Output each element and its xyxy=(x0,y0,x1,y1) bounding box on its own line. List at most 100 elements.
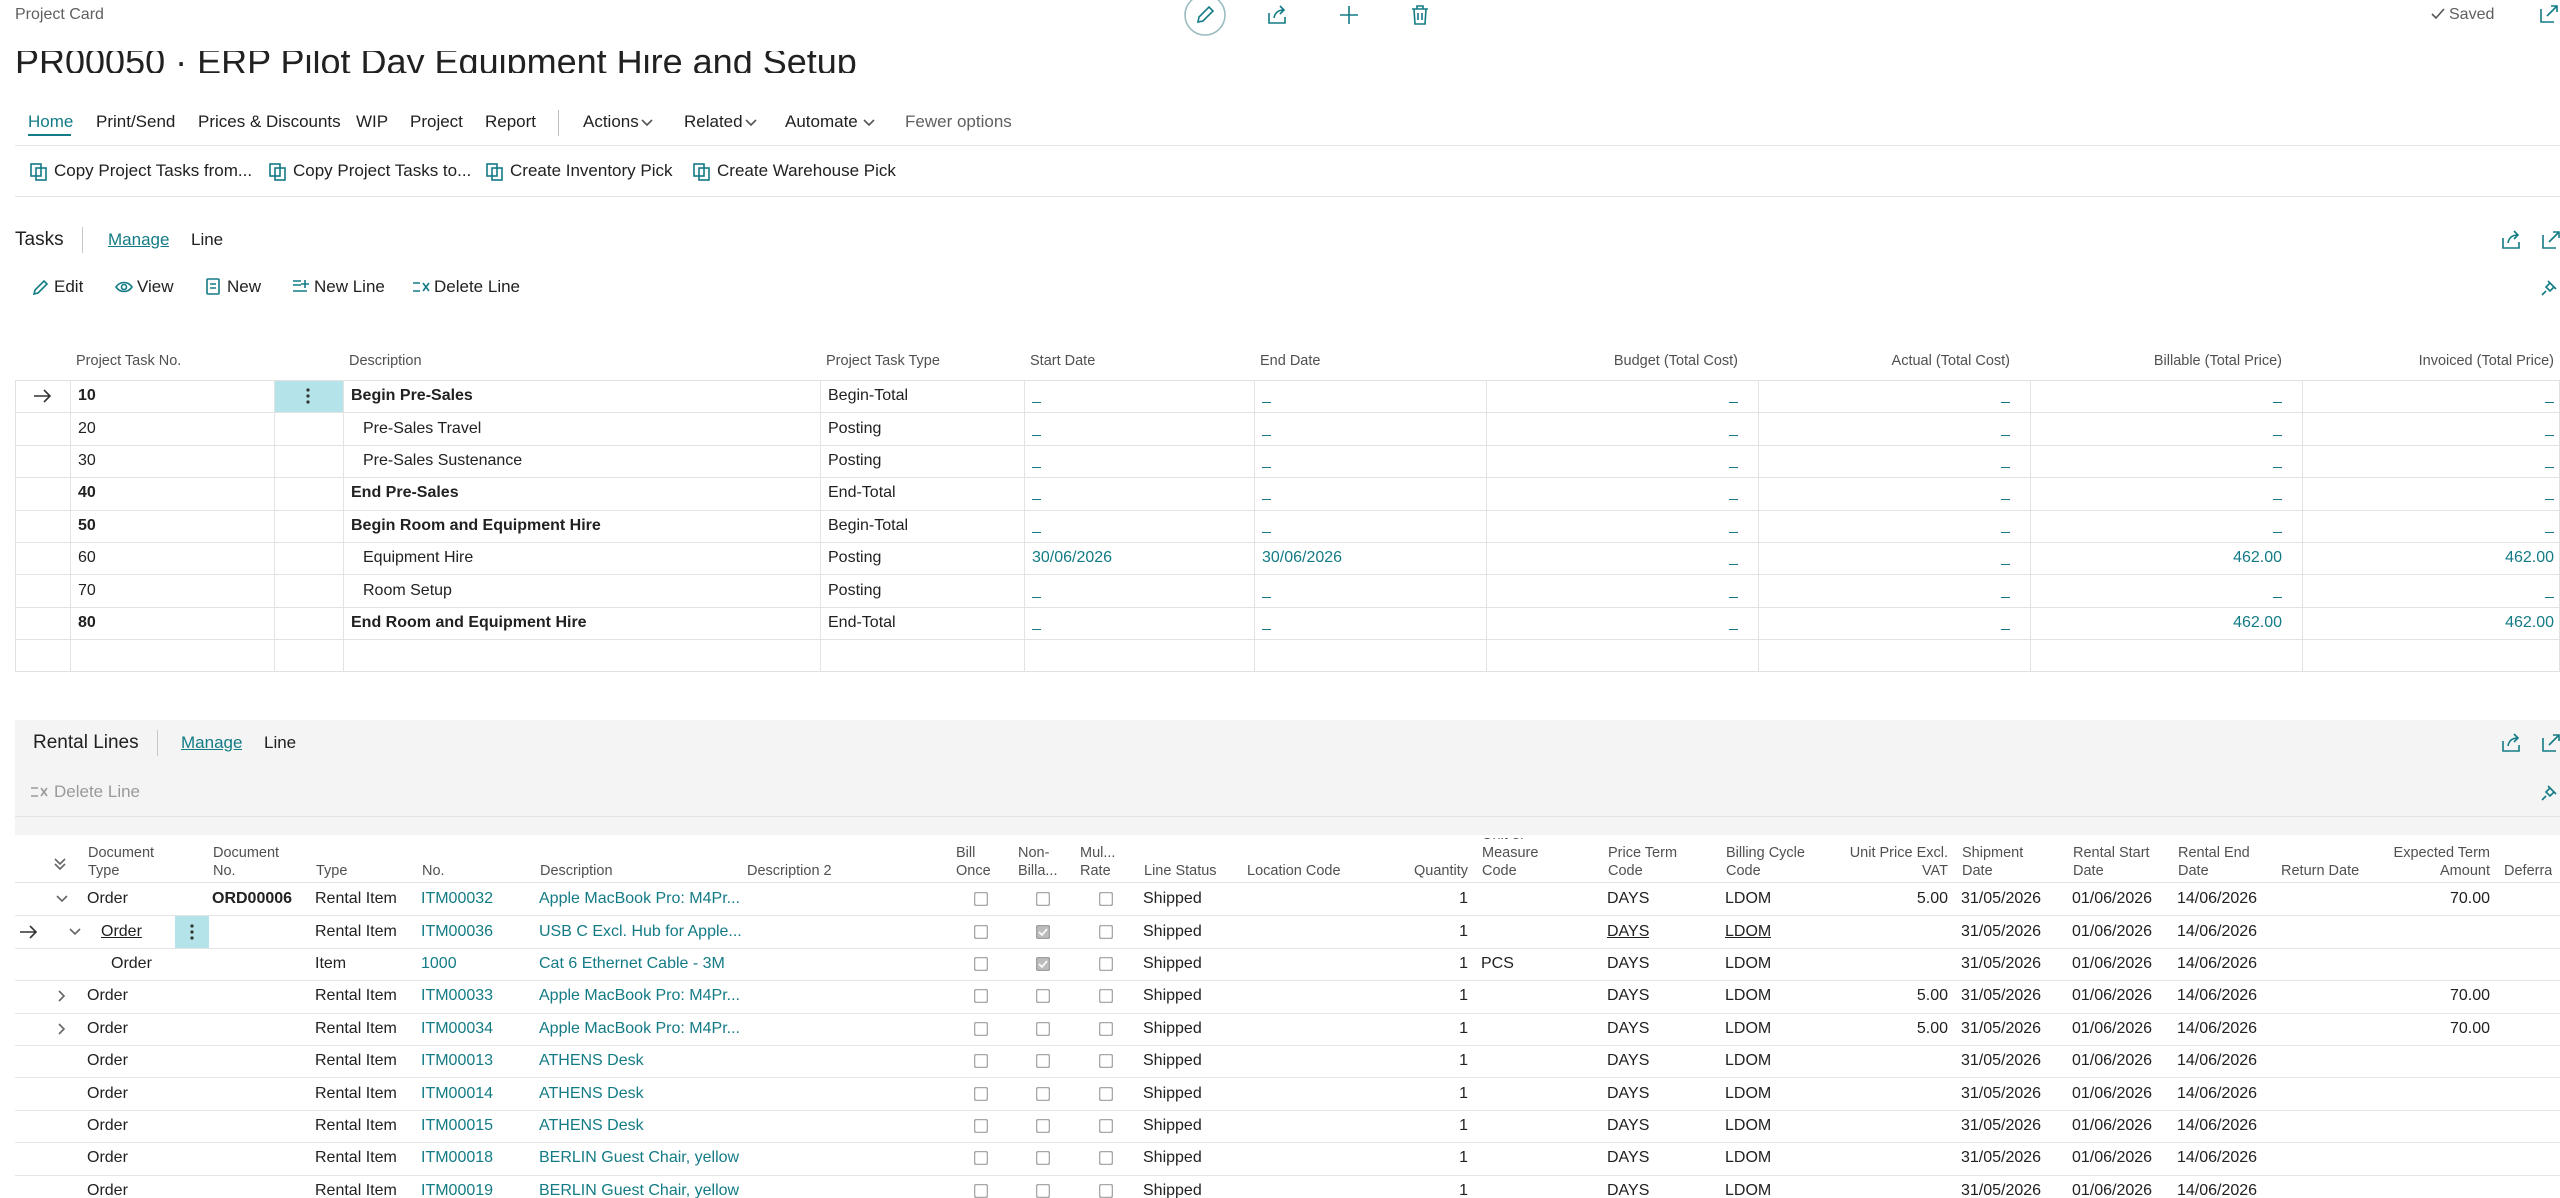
share-button[interactable] xyxy=(1265,3,1289,27)
nav-tab[interactable]: Project xyxy=(410,111,463,133)
rental-cell[interactable]: ITM00036 xyxy=(421,921,493,943)
checkbox[interactable] xyxy=(1036,1054,1050,1068)
checkbox[interactable] xyxy=(974,1054,988,1068)
nav-menu[interactable]: Automate xyxy=(785,111,858,133)
toolbar-button[interactable]: Edit xyxy=(54,276,83,298)
section-tab[interactable]: Manage xyxy=(181,732,242,754)
rental-cell[interactable]: ITM00015 xyxy=(421,1115,493,1137)
checkbox[interactable] xyxy=(1099,1022,1113,1036)
expand-toggle[interactable] xyxy=(68,925,82,939)
rental-cell[interactable]: ITM00018 xyxy=(421,1147,493,1169)
nav-tab[interactable]: Home xyxy=(28,111,73,133)
nav-toggle[interactable]: Fewer options xyxy=(905,111,1012,133)
task-cell[interactable]: 60 xyxy=(78,547,96,569)
nav-menu[interactable]: Related xyxy=(684,111,743,133)
collapse-all[interactable] xyxy=(52,856,68,872)
expand-button[interactable] xyxy=(2540,732,2560,754)
nav-menu[interactable]: Actions xyxy=(583,111,639,133)
section-tab[interactable]: Line xyxy=(264,732,296,754)
rental-cell[interactable]: ATHENS Desk xyxy=(539,1083,644,1105)
checkbox[interactable] xyxy=(1099,1054,1113,1068)
rental-cell: DAYS xyxy=(1607,1018,1649,1040)
checkbox[interactable] xyxy=(1036,1119,1050,1133)
checkbox[interactable] xyxy=(974,1087,988,1101)
rental-cell[interactable]: Cat 6 Ethernet Cable - 3M xyxy=(539,953,725,975)
action-button[interactable]: Create Inventory Pick xyxy=(510,160,673,182)
row-menu-button[interactable] xyxy=(298,386,318,406)
rental-cell[interactable]: Apple MacBook Pro: M4Pr... xyxy=(539,1018,740,1040)
toolbar-button[interactable]: New xyxy=(227,276,261,298)
task-cell[interactable]: 80 xyxy=(78,612,96,634)
checkbox[interactable] xyxy=(1099,925,1113,939)
nav-tab[interactable]: Report xyxy=(485,111,536,133)
checkbox[interactable] xyxy=(974,925,988,939)
checkbox[interactable] xyxy=(974,1022,988,1036)
task-cell[interactable]: 50 xyxy=(78,515,96,537)
task-cell[interactable]: 30 xyxy=(78,450,96,472)
section-tab[interactable]: Line xyxy=(191,229,223,251)
checkbox[interactable] xyxy=(974,1184,988,1198)
task-cell[interactable]: 70 xyxy=(78,580,96,602)
nav-tab[interactable]: Print/Send xyxy=(96,111,175,133)
row-menu-button[interactable] xyxy=(182,922,202,942)
edit-button[interactable] xyxy=(1183,0,1227,37)
checkbox[interactable] xyxy=(1036,1184,1050,1198)
rental-cell[interactable]: BERLIN Guest Chair, yellow xyxy=(539,1147,739,1169)
rental-cell[interactable]: BERLIN Guest Chair, yellow xyxy=(539,1180,739,1198)
checkbox[interactable] xyxy=(1099,1184,1113,1198)
task-cell[interactable]: 20 xyxy=(78,418,96,440)
task-cell[interactable]: 10 xyxy=(78,385,96,407)
rental-cell[interactable]: ITM00032 xyxy=(421,888,493,910)
toolbar-button[interactable]: New Line xyxy=(314,276,385,298)
checkbox[interactable] xyxy=(974,989,988,1003)
delete-button[interactable] xyxy=(1408,3,1432,27)
share-button[interactable] xyxy=(2500,229,2522,251)
checkbox[interactable] xyxy=(974,892,988,906)
checkbox[interactable] xyxy=(1099,989,1113,1003)
toolbar-button[interactable]: View xyxy=(137,276,174,298)
checkbox[interactable] xyxy=(1099,1119,1113,1133)
checkbox[interactable] xyxy=(1036,1022,1050,1036)
rental-cell[interactable]: ITM00019 xyxy=(421,1180,493,1198)
checkbox[interactable] xyxy=(974,1151,988,1165)
checkbox[interactable] xyxy=(1036,1087,1050,1101)
toolbar-button[interactable]: Delete Line xyxy=(434,276,520,298)
checkbox[interactable] xyxy=(1036,1151,1050,1165)
rental-cell[interactable]: USB C Excl. Hub for Apple... xyxy=(539,921,742,943)
nav-tab[interactable]: Prices & Discounts xyxy=(198,111,341,133)
checkbox[interactable] xyxy=(1099,957,1113,971)
rental-cell[interactable]: 1000 xyxy=(421,953,457,975)
checkbox[interactable] xyxy=(1099,892,1113,906)
expand-toggle[interactable] xyxy=(55,989,69,1003)
checkbox[interactable] xyxy=(1036,892,1050,906)
pin-button[interactable] xyxy=(2540,277,2560,297)
rental-cell[interactable]: ITM00013 xyxy=(421,1050,493,1072)
expand-button[interactable] xyxy=(2540,229,2560,251)
action-button[interactable]: Copy Project Tasks from... xyxy=(54,160,252,182)
share-button[interactable] xyxy=(2500,732,2522,754)
rental-cell[interactable]: ITM00014 xyxy=(421,1083,493,1105)
rental-cell[interactable]: ITM00034 xyxy=(421,1018,493,1040)
rental-cell[interactable]: Apple MacBook Pro: M4Pr... xyxy=(539,888,740,910)
new-button[interactable] xyxy=(1337,3,1361,27)
action-button[interactable]: Copy Project Tasks to... xyxy=(293,160,471,182)
expand-button[interactable] xyxy=(2538,3,2560,25)
action-button[interactable]: Create Warehouse Pick xyxy=(717,160,896,182)
rental-cell[interactable]: Apple MacBook Pro: M4Pr... xyxy=(539,985,740,1007)
checkbox[interactable] xyxy=(1099,1151,1113,1165)
section-tab[interactable]: Manage xyxy=(108,229,169,251)
nav-tab[interactable]: WIP xyxy=(356,111,388,133)
checkbox[interactable] xyxy=(1036,989,1050,1003)
checkbox[interactable] xyxy=(1099,1087,1113,1101)
checkbox[interactable] xyxy=(974,957,988,971)
rental-cell[interactable]: ATHENS Desk xyxy=(539,1115,644,1137)
rental-cell[interactable]: ITM00033 xyxy=(421,985,493,1007)
expand-toggle[interactable] xyxy=(55,892,69,906)
checkbox[interactable] xyxy=(974,1119,988,1133)
pin-button[interactable] xyxy=(2540,782,2560,802)
task-cell[interactable]: 40 xyxy=(78,482,96,504)
rental-cell[interactable]: ATHENS Desk xyxy=(539,1050,644,1072)
checkbox[interactable] xyxy=(1036,925,1050,939)
expand-toggle[interactable] xyxy=(55,1022,69,1036)
checkbox[interactable] xyxy=(1036,957,1050,971)
